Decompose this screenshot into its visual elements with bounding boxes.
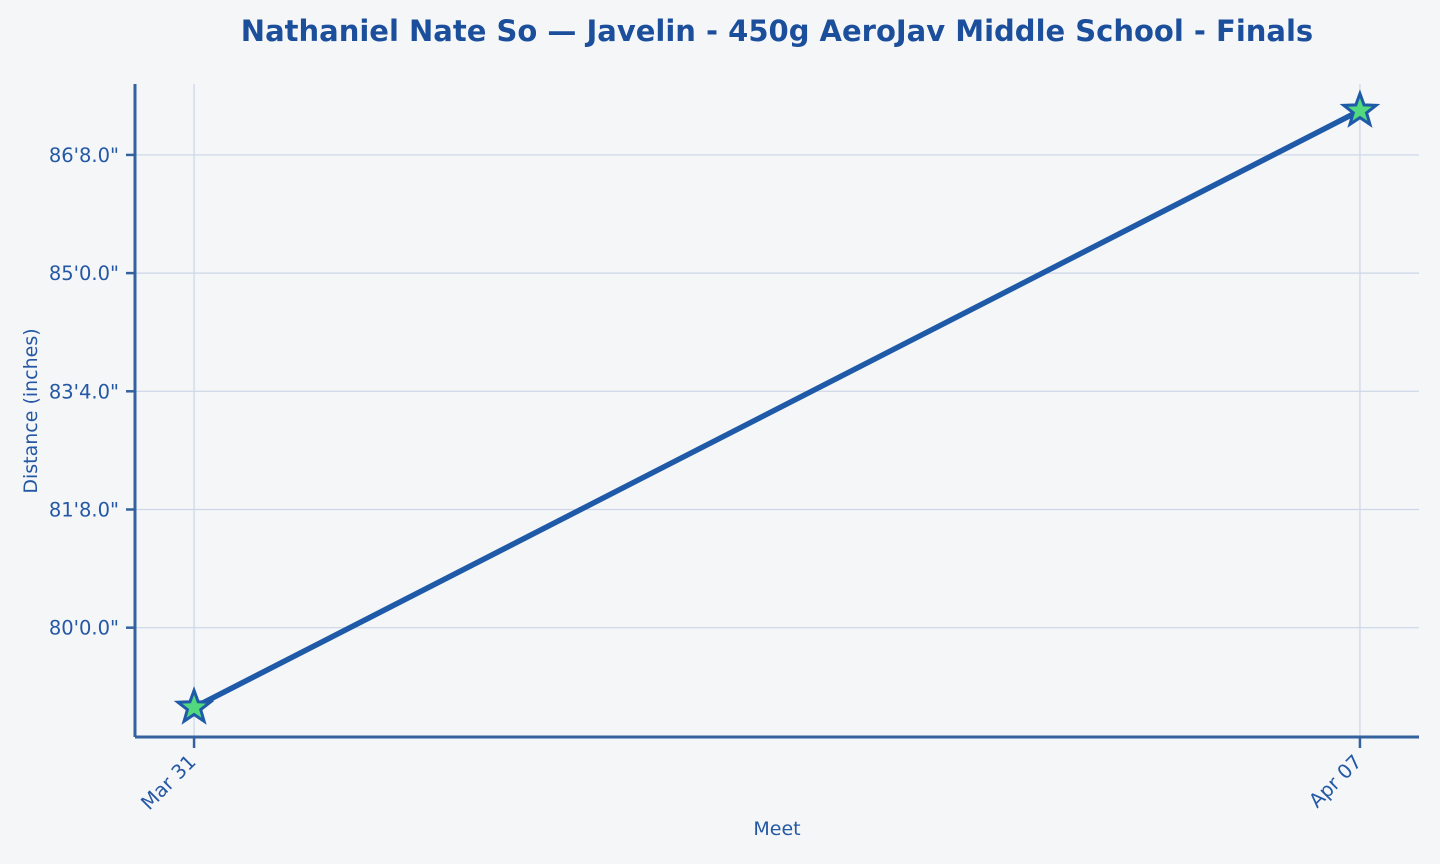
y-axis-label: Distance (inches): [20, 328, 42, 494]
y-tick-label: 81'8.0": [49, 498, 119, 521]
x-tick-label: Apr 07: [1304, 750, 1366, 812]
data-point-star: [173, 686, 215, 725]
data-point-star: [1339, 89, 1381, 128]
chart-title: Nathaniel Nate So — Javelin - 450g AeroJ…: [240, 14, 1314, 48]
y-tick-label: 85'0.0": [49, 262, 119, 285]
y-tick-label: 86'8.0": [49, 144, 119, 167]
x-tick-label: Mar 31: [136, 750, 200, 814]
x-axis-label: Meet: [753, 818, 801, 840]
y-tick-label: 80'0.0": [49, 617, 119, 640]
y-tick-label: 83'4.0": [49, 380, 119, 403]
trend-line: [191, 107, 1363, 711]
